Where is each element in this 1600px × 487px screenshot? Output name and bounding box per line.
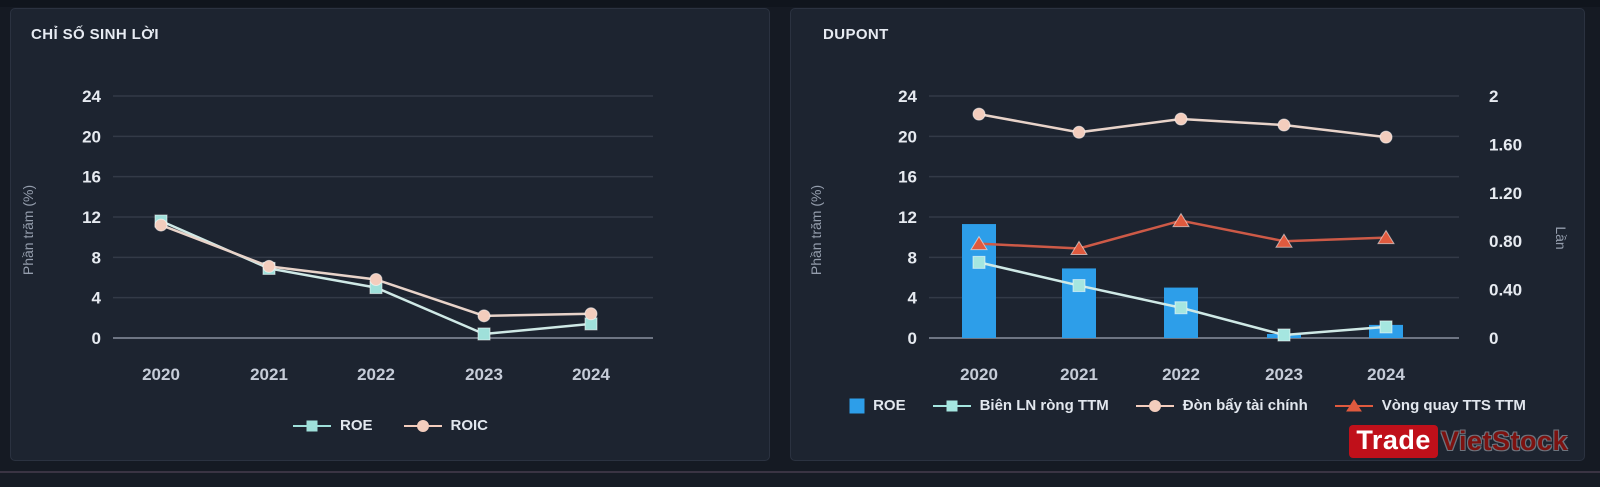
y-tick-label: 16 bbox=[82, 168, 101, 187]
dupont-legend: ROE Biên LN ròng TTM Đòn bẩy tài chính V… bbox=[791, 397, 1584, 414]
y-axis-title-right: Lần bbox=[1553, 226, 1569, 249]
net-margin-line-square-marker bbox=[932, 400, 971, 411]
roic-line-circle-marker bbox=[403, 419, 442, 432]
point-2023[interactable] bbox=[1277, 328, 1291, 342]
point-2023[interactable] bbox=[1277, 118, 1291, 132]
x-tick-label: 2023 bbox=[1265, 365, 1303, 384]
legend-item-leverage[interactable]: Đòn bẩy tài chính bbox=[1135, 397, 1308, 414]
y-tick-label: 20 bbox=[82, 127, 101, 146]
roic-point-2023[interactable] bbox=[477, 309, 491, 323]
trade-vietstock-logo[interactable]: Trade VietStock bbox=[1349, 425, 1568, 458]
legend-item-asset-turnover[interactable]: Vòng quay TTS TTM bbox=[1334, 397, 1526, 414]
below-strip bbox=[0, 473, 1600, 487]
y-axis-title-left: Phần trăm (%) bbox=[808, 185, 824, 275]
x-tick-label: 2023 bbox=[465, 365, 503, 384]
legend-label-leverage: Đòn bẩy tài chính bbox=[1182, 397, 1308, 414]
legend-label-net-margin: Biên LN ròng TTM bbox=[979, 397, 1109, 414]
y2-tick-label: 1.60 bbox=[1489, 135, 1522, 154]
logo-vietstock-text: VietStock bbox=[1440, 426, 1568, 456]
legend-item-roic[interactable]: ROIC bbox=[403, 417, 489, 434]
point-2021[interactable] bbox=[1072, 279, 1086, 293]
legend-item-roe-bar[interactable]: ROE bbox=[849, 397, 906, 414]
roic-point-2022[interactable] bbox=[369, 273, 383, 287]
dupont-panel-title: DUPONT bbox=[823, 26, 889, 43]
legend-label-roe-bar: ROE bbox=[873, 397, 906, 414]
legend-label-roe: ROE bbox=[339, 417, 373, 434]
x-tick-label: 2024 bbox=[572, 365, 610, 384]
y-tick-label: 4 bbox=[908, 289, 918, 308]
asset-turnover-line-triangle-marker bbox=[1334, 398, 1373, 411]
dupont-panel: DUPONT 0 4 8 12 16 20 24 0 0.40 0.80 1.20 1.60 2 2020… bbox=[790, 8, 1585, 461]
y-tick-label: 8 bbox=[908, 248, 917, 267]
y2-tick-label: 1.20 bbox=[1489, 184, 1522, 203]
point-2023[interactable] bbox=[1275, 233, 1293, 248]
y-tick-label: 4 bbox=[92, 289, 102, 308]
y2-tick-label: 0.40 bbox=[1489, 281, 1522, 300]
legend-item-net-margin[interactable]: Biên LN ròng TTM bbox=[932, 397, 1109, 414]
roe-point-2023[interactable] bbox=[477, 327, 491, 341]
y-tick-label: 16 bbox=[898, 168, 917, 187]
y-tick-label: 12 bbox=[898, 208, 917, 227]
y-tick-label: 24 bbox=[898, 87, 917, 106]
profitability-legend: ROE ROIC bbox=[11, 417, 769, 434]
y2-tick-label: 2 bbox=[1489, 87, 1498, 106]
y-tick-label: 0 bbox=[908, 329, 917, 348]
point-2024[interactable] bbox=[1379, 320, 1393, 334]
y-tick-label: 12 bbox=[82, 208, 101, 227]
top-strip bbox=[0, 0, 1600, 7]
series-line-roic bbox=[160, 223, 592, 318]
roe-bar-swatch bbox=[849, 398, 865, 413]
point-2022[interactable] bbox=[1172, 212, 1190, 228]
point-2024[interactable] bbox=[1379, 130, 1393, 144]
y-tick-label: 8 bbox=[92, 248, 101, 267]
y2-tick-label: 0 bbox=[1489, 329, 1498, 348]
x-tick-label: 2024 bbox=[1367, 365, 1405, 384]
y-axis-title: Phần trăm (%) bbox=[20, 185, 36, 275]
roe-line-square-marker bbox=[292, 420, 331, 431]
point-2021[interactable] bbox=[1072, 125, 1086, 139]
y-tick-label: 0 bbox=[92, 329, 101, 348]
roe-bar-2021[interactable] bbox=[1062, 268, 1096, 338]
roic-point-2024[interactable] bbox=[584, 307, 598, 321]
point-2020[interactable] bbox=[972, 255, 986, 269]
roic-point-2021[interactable] bbox=[262, 259, 276, 273]
roic-point-2020[interactable] bbox=[154, 218, 168, 232]
y-tick-label: 20 bbox=[898, 127, 917, 146]
x-tick-label: 2021 bbox=[250, 365, 288, 384]
y-tick-label: 24 bbox=[82, 87, 101, 106]
logo-trade-text: Trade bbox=[1349, 425, 1438, 458]
point-2020[interactable] bbox=[972, 107, 986, 121]
point-2024[interactable] bbox=[1377, 229, 1395, 245]
x-tick-label: 2020 bbox=[142, 365, 180, 384]
x-tick-label: 2022 bbox=[357, 365, 395, 384]
leverage-line-circle-marker bbox=[1135, 399, 1174, 412]
point-2022[interactable] bbox=[1174, 112, 1188, 126]
bottom-separator bbox=[0, 471, 1600, 473]
legend-label-asset-turnover: Vòng quay TTS TTM bbox=[1381, 397, 1526, 414]
x-tick-label: 2022 bbox=[1162, 365, 1200, 384]
point-2021[interactable] bbox=[1070, 240, 1088, 255]
point-2020[interactable] bbox=[970, 235, 988, 251]
x-tick-label: 2020 bbox=[960, 365, 998, 384]
legend-item-roe[interactable]: ROE bbox=[292, 417, 373, 434]
y2-tick-label: 0.80 bbox=[1489, 232, 1522, 251]
profitability-panel: CHỈ SỐ SINH LỜI 0 4 8 12 16 20 24 2020 2021 2022 2… bbox=[10, 8, 770, 461]
x-tick-label: 2021 bbox=[1060, 365, 1098, 384]
legend-label-roic: ROIC bbox=[450, 417, 489, 434]
point-2022[interactable] bbox=[1174, 301, 1188, 315]
profitability-panel-title: CHỈ SỐ SINH LỜI bbox=[31, 26, 159, 43]
